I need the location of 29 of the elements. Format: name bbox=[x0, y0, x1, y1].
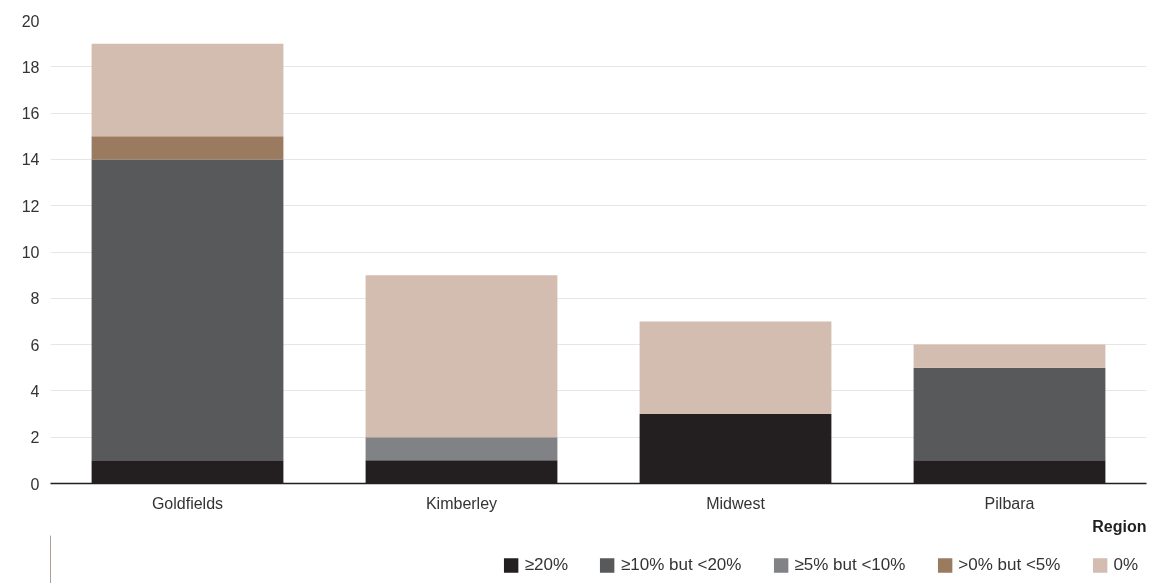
bar bbox=[913, 344, 1106, 368]
y-tick-label: 2 bbox=[30, 429, 40, 447]
legend-label: ≥20% bbox=[524, 555, 569, 575]
x-tick-label: Kimberley bbox=[425, 494, 498, 512]
y-tick-label: 12 bbox=[21, 197, 40, 215]
bar bbox=[639, 321, 832, 415]
bar bbox=[365, 275, 558, 438]
x-tick-label: Goldfields bbox=[151, 494, 224, 512]
legend-label: ≥5% but <10% bbox=[794, 555, 906, 575]
legend-label: ≥10% but <20% bbox=[621, 555, 742, 575]
x-tick-label: Midwest bbox=[706, 494, 766, 512]
y-tick-label: 6 bbox=[30, 336, 40, 354]
y-tick-label: 4 bbox=[30, 382, 40, 400]
bar bbox=[91, 43, 284, 137]
y-tick-label: 0 bbox=[30, 475, 40, 493]
legend-label: >0% but <5% bbox=[958, 555, 1061, 575]
y-tick-label: 16 bbox=[21, 105, 40, 123]
bar bbox=[91, 136, 284, 160]
y-tick-label: 18 bbox=[21, 58, 40, 76]
y-tick-label: 8 bbox=[30, 290, 40, 308]
y-tick-label: 10 bbox=[21, 244, 40, 261]
bar bbox=[913, 367, 1106, 461]
x-axis-title: Region bbox=[1092, 517, 1147, 535]
bar bbox=[91, 159, 284, 461]
y-tick-label: 20 bbox=[21, 12, 40, 30]
x-tick-label: Pilbara bbox=[984, 494, 1035, 512]
legend-label: 0% bbox=[1113, 555, 1138, 575]
bar bbox=[365, 437, 558, 461]
y-tick-label: 14 bbox=[21, 151, 40, 169]
